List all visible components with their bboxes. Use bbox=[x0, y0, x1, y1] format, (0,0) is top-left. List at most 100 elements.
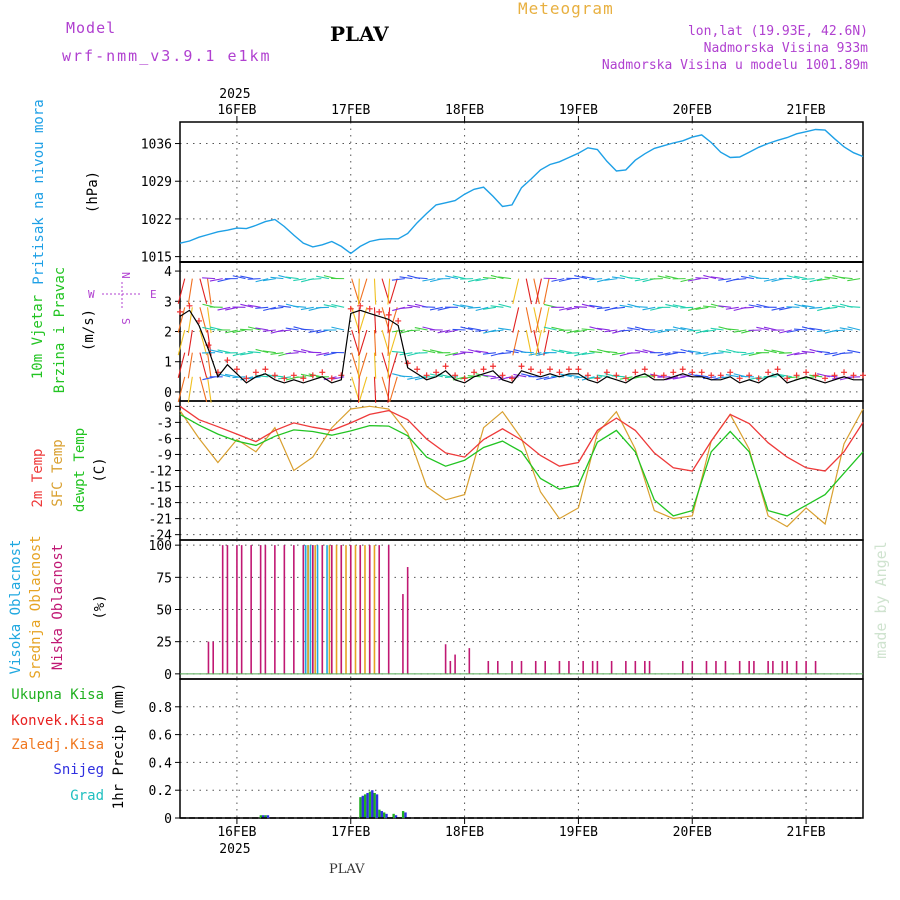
panel-frame bbox=[179, 678, 864, 819]
wind-arrow bbox=[525, 278, 533, 305]
wind-arrow bbox=[543, 278, 550, 305]
wind-arrow bbox=[498, 352, 512, 355]
gust-marker bbox=[290, 372, 297, 379]
wind-arrow bbox=[209, 349, 223, 354]
wind-arrow bbox=[437, 329, 451, 334]
wind-arrow bbox=[475, 329, 489, 332]
wind-arrow bbox=[240, 303, 254, 308]
wind-arrow bbox=[695, 329, 709, 334]
dir-west: W bbox=[88, 288, 95, 301]
y-tick-label: 0.8 bbox=[149, 701, 172, 716]
wind-arrow bbox=[300, 373, 314, 378]
wind-arrow bbox=[513, 373, 527, 378]
y-tick-label: 0 bbox=[164, 400, 172, 415]
gust-marker bbox=[717, 372, 724, 379]
wind-arrow bbox=[642, 373, 656, 378]
precip-legend-item: Konvek.Kisa bbox=[11, 713, 104, 729]
gust-marker bbox=[518, 363, 525, 370]
y-tick-label: 0.6 bbox=[149, 729, 172, 744]
dir-north: N bbox=[119, 272, 132, 279]
wind-arrows bbox=[177, 274, 861, 403]
wind-arrow bbox=[589, 376, 603, 380]
panel-precip: 0 0.2 0.4 0.6 0.8 bbox=[149, 678, 864, 827]
wind-arrow bbox=[672, 351, 686, 354]
wind-arrow bbox=[278, 305, 292, 308]
y-tick-label: 1036 bbox=[141, 138, 172, 153]
gust-marker bbox=[309, 372, 316, 379]
wind-arrow bbox=[778, 352, 792, 354]
precip-legend-item: Snijeg bbox=[53, 762, 104, 778]
gust-marker bbox=[385, 311, 392, 318]
wind-arrow bbox=[642, 306, 656, 311]
wind-arrow bbox=[323, 304, 337, 308]
gust-marker bbox=[774, 366, 781, 373]
wind-arrow bbox=[611, 352, 625, 356]
gust-marker bbox=[527, 366, 534, 373]
x-tick-label-top: 18FEB bbox=[445, 103, 484, 118]
wind-arrow bbox=[263, 306, 276, 312]
wind-arrow bbox=[672, 326, 686, 331]
wind-arrow bbox=[240, 352, 254, 356]
gust-marker bbox=[177, 308, 183, 315]
product-title: Meteogram bbox=[518, 0, 614, 18]
wind-arrow bbox=[293, 305, 307, 308]
wind-arrow bbox=[809, 306, 823, 310]
wind-arrow bbox=[270, 276, 284, 280]
wind-arrow bbox=[232, 275, 246, 280]
wind-arrow bbox=[285, 352, 299, 355]
panel-temperature: 0-3-6-9 -12-15-18-21-24 bbox=[149, 400, 864, 544]
wind-arrow bbox=[839, 327, 853, 331]
wind-arrow bbox=[293, 349, 307, 354]
wind-arrow bbox=[351, 307, 360, 333]
gust-marker bbox=[622, 375, 629, 382]
wind-arrow bbox=[387, 352, 391, 379]
wind-arrow bbox=[680, 348, 694, 354]
gust-marker bbox=[281, 375, 288, 382]
gust-marker bbox=[461, 375, 468, 382]
wind-arrow bbox=[657, 275, 671, 280]
y-tick-label: 2 bbox=[164, 326, 172, 341]
total-precip-bar bbox=[378, 809, 381, 818]
wind-arrow bbox=[206, 376, 212, 403]
gust-marker bbox=[271, 372, 278, 379]
x-tick-label-top: 19FEB bbox=[559, 103, 598, 118]
wind-arrow bbox=[467, 278, 481, 283]
wind-arrow bbox=[414, 277, 428, 280]
wind-arrow bbox=[255, 374, 269, 378]
y-tick-label: 25 bbox=[156, 636, 172, 651]
wind-arrow bbox=[482, 352, 496, 355]
wind-arrow bbox=[199, 376, 208, 403]
wind-arrow bbox=[255, 348, 269, 354]
wind-arrow bbox=[710, 352, 724, 355]
gust-marker bbox=[233, 366, 240, 373]
wind-arrow bbox=[262, 278, 276, 282]
y-tick-label: -3 bbox=[156, 416, 172, 431]
gust-marker bbox=[433, 369, 440, 376]
wind-arrow bbox=[240, 328, 254, 331]
wind-arrow bbox=[177, 352, 186, 378]
cloud-axis-unit: (%) bbox=[92, 594, 108, 619]
gust-marker bbox=[499, 372, 506, 379]
wind-arrow bbox=[763, 349, 777, 354]
wind-arrow bbox=[399, 375, 413, 378]
wind-arrow bbox=[512, 278, 520, 305]
total-precip-bar bbox=[259, 815, 263, 818]
x-tick-label-bottom: 16FEB bbox=[217, 825, 256, 840]
pressure-axis-title: Pritisak na nivou mora bbox=[31, 99, 47, 284]
wind-arrow bbox=[533, 329, 540, 356]
wind-arrow bbox=[255, 306, 269, 309]
wind-arrow bbox=[482, 374, 496, 378]
wind-arrow bbox=[323, 352, 337, 356]
wind-arrow bbox=[389, 352, 398, 378]
temp2m-axis-title: 2m Temp bbox=[30, 448, 46, 507]
wind-arrow bbox=[771, 349, 785, 354]
wind-arrow bbox=[452, 352, 466, 356]
wind-arrow bbox=[316, 275, 330, 280]
wind-arrow bbox=[177, 278, 186, 304]
wind-arrow bbox=[680, 306, 694, 309]
wind-arrow bbox=[604, 329, 618, 333]
wind-arrow bbox=[358, 352, 368, 378]
wind-arrow bbox=[177, 376, 186, 403]
wind-arrow bbox=[373, 376, 377, 403]
wind-arrow bbox=[202, 326, 216, 331]
